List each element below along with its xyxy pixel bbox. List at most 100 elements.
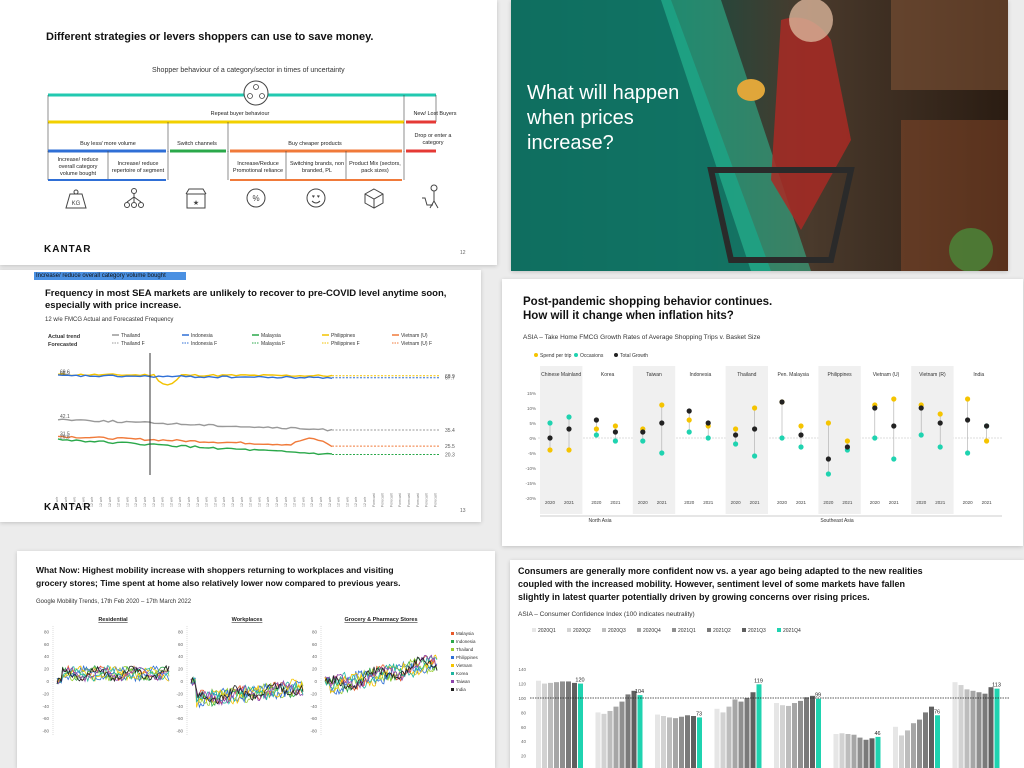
smiley-icon: ♥ ♥ [306,188,326,208]
bar [691,716,696,768]
dot-total-growth [566,426,572,432]
slide-strategies: Different strategies or levers shoppers … [0,0,497,265]
dot-total-growth [733,432,739,438]
bar [935,715,940,768]
legend-label: 2021Q3 [748,628,766,634]
page-number: 13 [460,508,466,514]
legend-swatch [451,688,454,691]
year-label: 2020 [591,500,602,505]
dot-total-growth [844,444,850,450]
y-tick-label: -60 [310,716,317,721]
year-label: 2021 [982,500,993,505]
photo-headline-3: increase? [527,132,614,154]
y-tick-label: -80 [42,729,49,734]
y-tick-label: 10% [527,406,536,411]
year-label: 2020 [684,500,695,505]
y-tick-label: 0% [529,436,536,441]
start-value-label: 68.9 [60,371,70,377]
year-label: 2020 [870,500,881,505]
category-band [818,366,861,514]
dot-spend-per-trip [844,438,850,444]
x-tick-label: 12 w/e [249,497,253,507]
legend-label: Malaysia F [261,341,285,347]
dot-occasions [825,471,831,477]
dot-total-growth [891,423,897,429]
frequency-chart: Thailand Indonesia Malaysia Philippines Viet… [55,333,455,507]
dot-spend-per-trip [566,447,572,453]
x-tick-label: 12 w/e [134,497,138,507]
x-tick-label: Forecast [372,493,376,507]
y-tick-label: 20 [312,667,318,672]
x-tick-label: Forecast [398,493,402,507]
bar [798,700,803,768]
year-label: 2020 [545,500,556,505]
kg-weight-icon: KG [65,189,87,209]
dot-total-growth [872,405,878,411]
dot-occasions [733,441,739,447]
svg-text:♥: ♥ [317,194,320,200]
x-tick-label: 12 w/e [117,497,121,507]
legend-swatch [742,628,746,632]
y-tick-label: -15% [525,481,536,486]
x-tick-label: 12 w/e [284,497,288,507]
series-line-indonesia [57,374,333,380]
bar [839,733,845,768]
chart-subtitle: 12 w/e FMCG Actual and Forecasted Freque… [45,317,174,323]
x-tick-label: 12 w/e [301,497,305,507]
end-value-label: 20.3 [445,453,455,459]
year-label: 2020 [963,500,974,505]
dot-occasions [566,414,572,420]
series-line-thailand [57,418,333,432]
x-tick-label: 12 w/e [275,497,279,507]
y-tick-label: 20 [178,667,184,672]
bar [810,695,815,768]
legend-label: 2020Q1 [538,628,556,634]
x-tick-label: 12 w/e [152,497,156,507]
svg-text:KG: KG [72,201,81,207]
x-tick-label: 12 w/e [196,497,200,507]
bar [952,682,958,768]
shopper-cart-icon [422,184,439,209]
bar [923,712,928,768]
x-tick-label: 12 w/e [64,497,68,507]
series-line-philippines [57,373,333,386]
legend-label: Occasions [580,353,604,359]
growth-chart: Spend per trip Occasions Total Growth 15% 10… [525,353,1002,524]
slide-tag: Increase/ reduce overall category volume… [34,272,186,280]
end-value-label: 68.9 [445,374,455,380]
bar [637,695,643,768]
series-line-taiwan [324,654,438,689]
legend-swatch [451,664,454,667]
dot-spend-per-trip [825,420,831,426]
start-value-label: 42.1 [60,414,70,420]
bar-value-label: 46 [874,731,880,737]
dot-spend-per-trip [547,447,553,453]
bar [738,701,744,768]
dot-occasions [937,444,943,450]
series-line-philippines [324,660,438,695]
bar [958,685,964,768]
bar [899,735,904,768]
package-icon [364,188,384,209]
x-tick-label: Forecast [389,493,393,507]
legend-swatch [672,628,676,632]
year-label: 2020 [823,500,834,505]
legend-label: Vietnam (U) [401,333,428,339]
dot-total-growth [937,420,943,426]
bar [964,689,970,768]
category-band [632,366,676,514]
dot-spend-per-trip [733,426,739,432]
bar-value-label: 99 [815,693,821,699]
x-tick-label: 12 w/e [187,497,191,507]
x-tick-label: 12 w/e [231,497,235,507]
slide-title-line1: Frequency in most SEA markets are unlike… [45,288,447,299]
legend-label: Vietnam (U) F [401,341,432,347]
bar [780,705,785,768]
bar [792,703,797,768]
category-label: Philippines [828,372,853,378]
y-tick-label: 40 [312,654,318,659]
label-drop-enter: Drop or enter a category [414,133,452,146]
series-line-taiwan [56,666,170,685]
x-tick-label: 12 w/e [99,497,103,507]
dot-occasions [752,453,758,459]
